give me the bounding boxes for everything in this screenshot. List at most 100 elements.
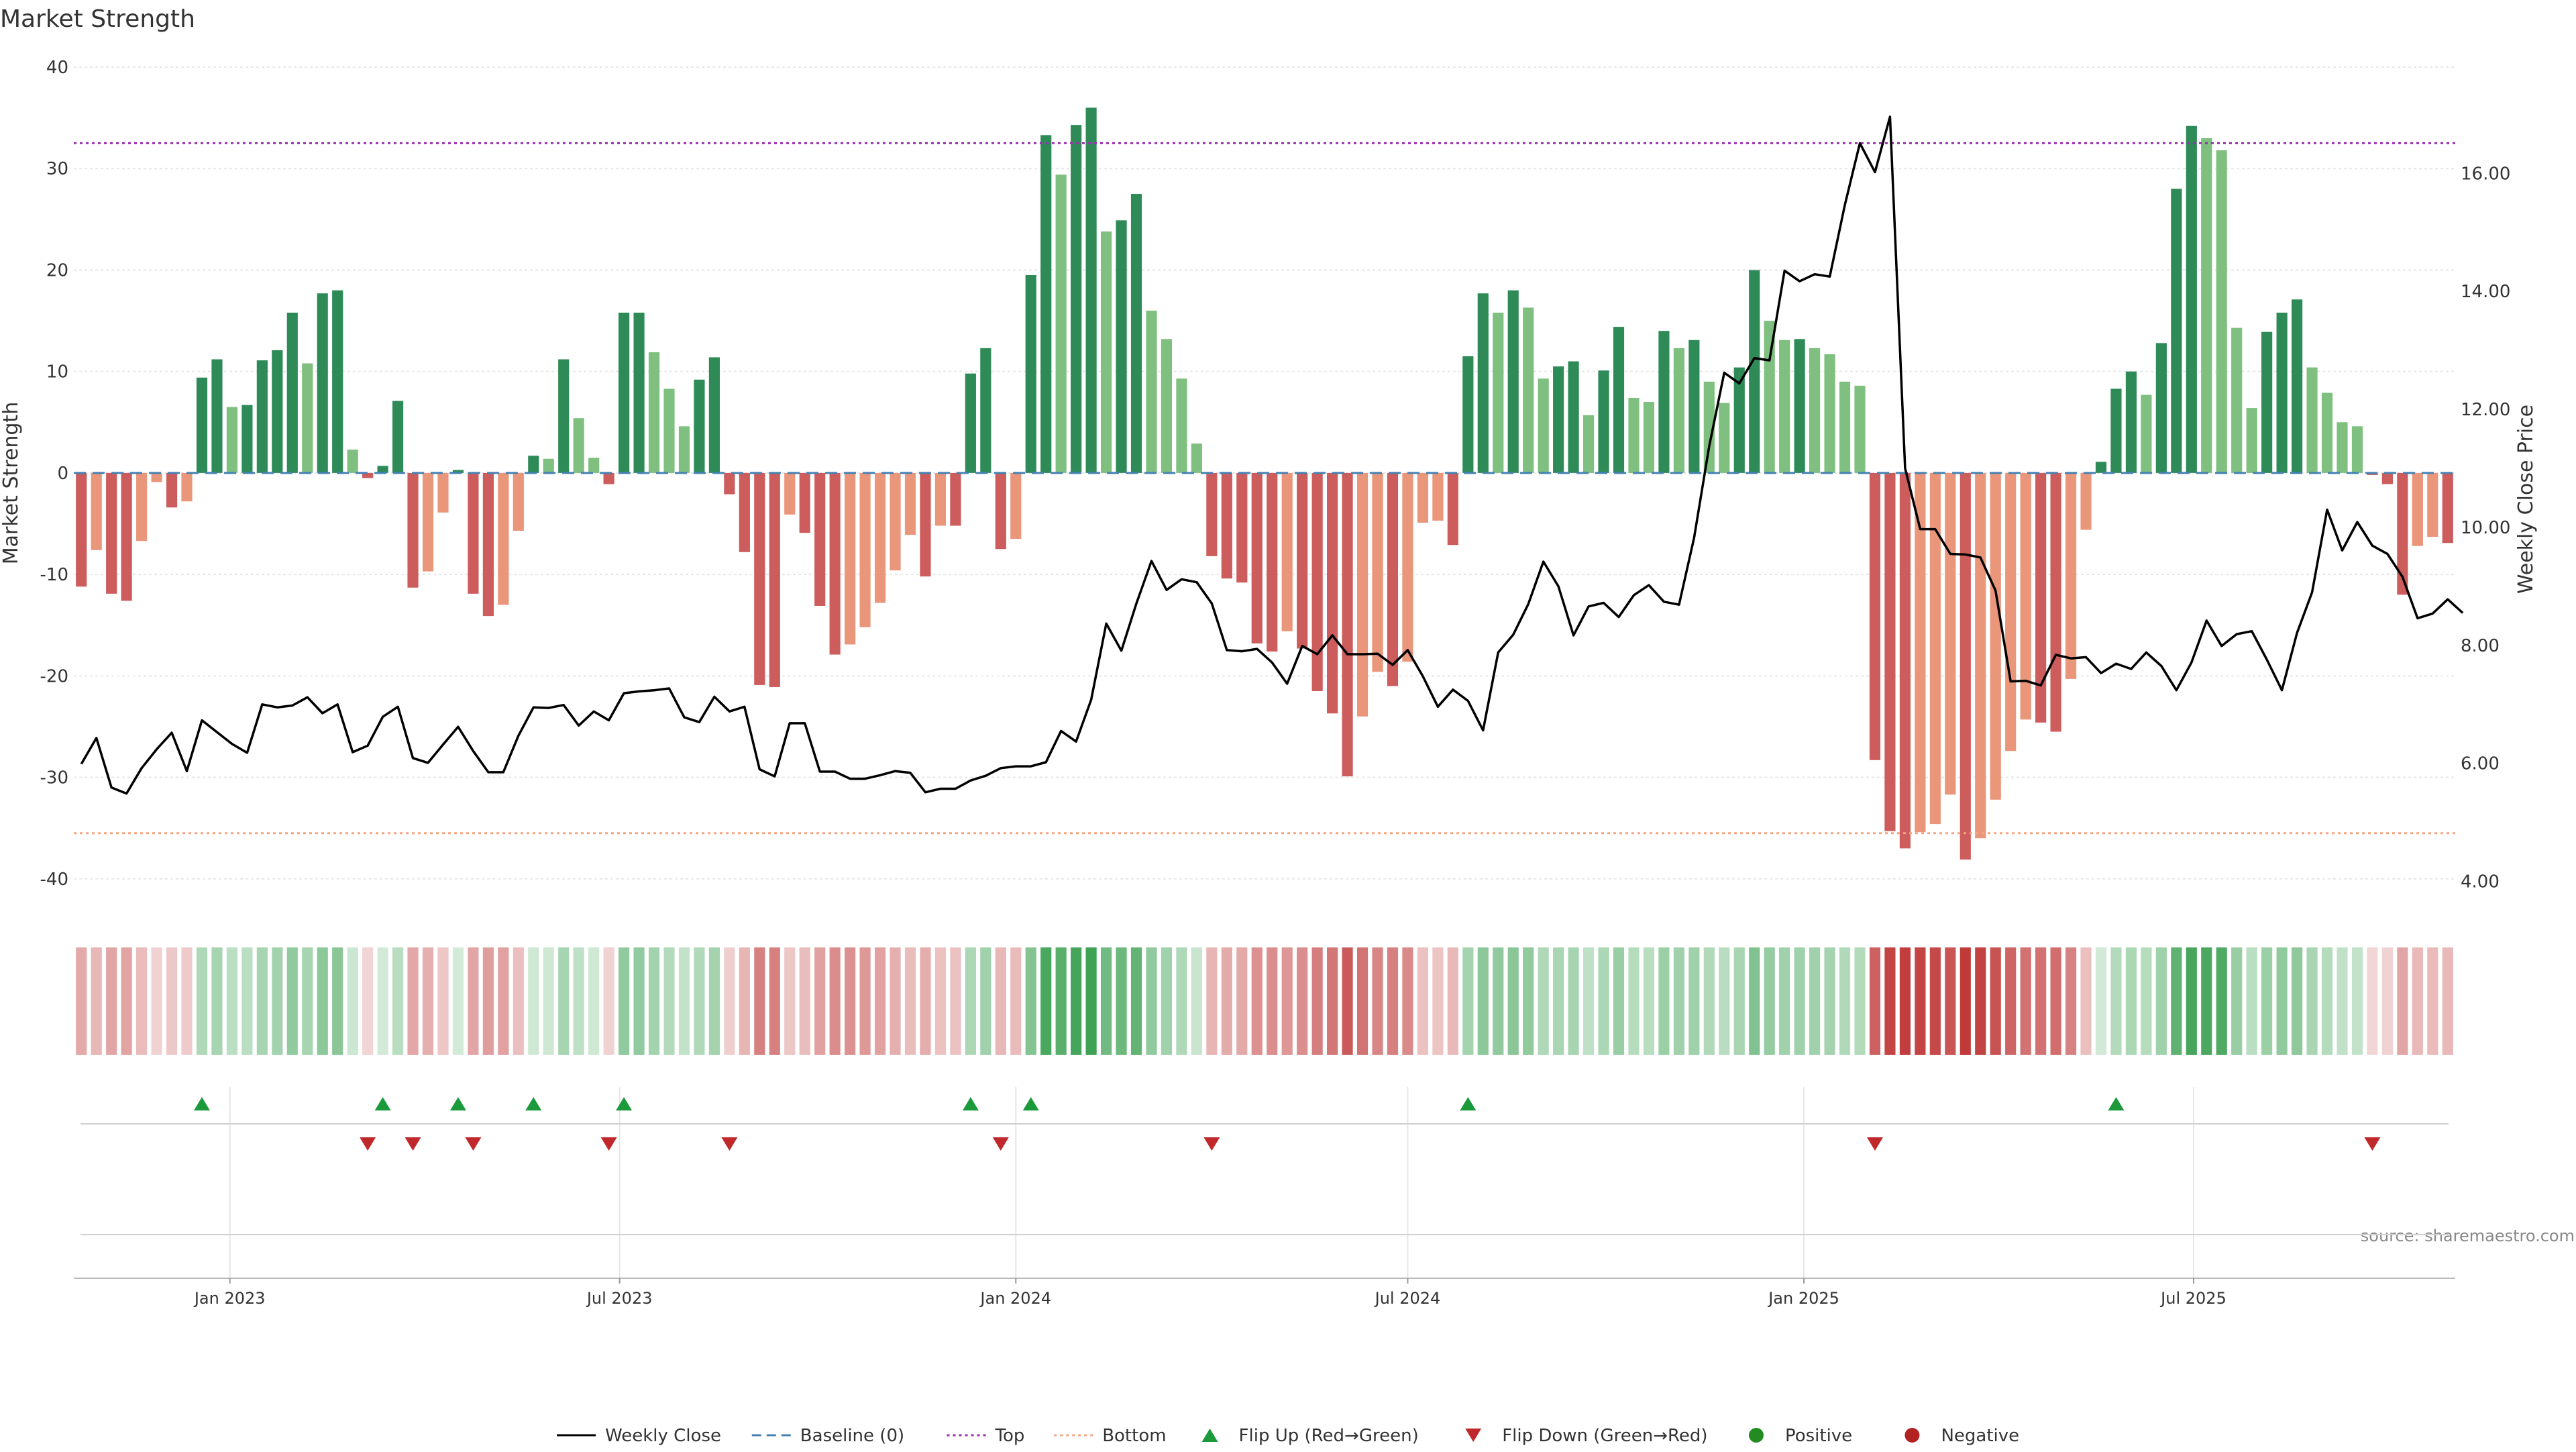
heat-cell [950,947,961,1055]
strength-bar [1297,472,1308,649]
heat-cell [1191,947,1202,1055]
strength-bar [934,472,947,526]
heat-cell [1311,947,1323,1055]
heat-cell [1432,947,1444,1055]
strength-bar [1854,385,1866,473]
heat-cell [1613,947,1625,1055]
heat-cell [1010,947,1022,1055]
strength-bar [754,472,765,685]
heat-cell [739,947,750,1055]
y-right-tick-label: 12.00 [2461,400,2510,420]
flip-up-marker [525,1097,542,1110]
heat-cell [106,947,117,1055]
strength-bar [1281,472,1293,631]
heat-cell [1507,947,1519,1055]
heat-cell [121,947,132,1055]
strength-bar [196,377,208,473]
heat-cell [1719,947,1730,1055]
heat-cell [1417,947,1429,1055]
legend-swatch [1201,1429,1218,1442]
legend-item: Baseline (0) [751,1426,904,1446]
heat-cell [799,947,810,1055]
y-right-tick-label: 14.00 [2461,282,2510,302]
heat-cell [2412,947,2423,1055]
legend-item: Top [947,1426,1025,1446]
heat-cell [2155,947,2167,1055]
heat-strip [76,947,2453,1055]
legend-item: Bottom [1054,1426,1167,1446]
strength-bar [1356,472,1368,717]
chart-title: Market Strength [0,5,195,33]
heat-cell [2261,947,2273,1055]
flip-down-marker [721,1137,738,1151]
legend-label: Top [995,1426,1025,1446]
flip-up-marker [616,1097,633,1110]
strength-bar [1523,307,1534,473]
strength-bar [648,352,660,473]
legend-label: Weekly Close [605,1426,721,1446]
heat-cell [2110,947,2122,1055]
heat-cell [1447,947,1458,1055]
strength-bar [619,312,630,473]
strength-bar [76,472,87,587]
flip-up-marker [1460,1097,1477,1110]
flip-up-marker [2108,1097,2125,1110]
strength-bar [588,458,600,473]
flip-down-marker [2364,1137,2381,1151]
strength-bar [2397,472,2408,595]
strength-bar [558,359,570,473]
heat-cell [2351,947,2363,1055]
strength-bar [965,373,976,473]
strength-bar [1417,472,1429,523]
strength-bar [724,472,735,495]
heat-cell [1327,947,1338,1055]
heat-cell [2050,947,2061,1055]
heat-cell [965,947,976,1055]
y-left-tick-label: -30 [40,768,68,788]
heat-cell [588,947,600,1055]
strength-bar [1146,310,1157,473]
strength-bar [1267,472,1278,652]
heat-cell [1869,947,1881,1055]
heat-cell [2427,947,2438,1055]
strength-bar [1824,354,1835,473]
heat-cell [241,947,253,1055]
strength-bar [1372,472,1383,672]
heat-cell [724,947,735,1055]
strength-bar [2306,367,2318,473]
heat-cell [1568,947,1579,1055]
heat-cell [2186,947,2197,1055]
heat-cell [558,947,570,1055]
heat-cell [498,947,509,1055]
heat-cell [2035,947,2047,1055]
strength-bar [302,363,313,473]
strength-bar [1327,472,1338,714]
heat-cell [422,947,434,1055]
heat-cell [1915,947,1926,1055]
heat-cell [754,947,765,1055]
strength-bar [2351,426,2363,473]
flip-down-marker [1203,1137,1220,1151]
heat-cell [286,947,298,1055]
heat-cell [1523,947,1534,1055]
y-right-tick-label: 8.00 [2461,636,2500,656]
heat-cell [829,947,841,1055]
strength-bar [603,472,614,484]
heat-cell [392,947,404,1055]
strength-bar [2050,472,2061,732]
heat-cell [1071,947,1082,1055]
heat-cell [256,947,268,1055]
y-right-tick-label: 16.00 [2461,164,2510,184]
strength-bar [1809,348,1821,473]
heat-cell [995,947,1006,1055]
legend-label: Negative [1941,1426,2019,1446]
heat-cell [1372,947,1383,1055]
legend-item: Flip Up (Red→Green) [1201,1426,1419,1446]
strength-bar [1688,340,1700,473]
y-right-axis-label: Weekly Close Price [2514,405,2538,594]
heat-cell [1342,947,1353,1055]
heat-cell [1176,947,1187,1055]
heat-cell [91,947,102,1055]
heat-cell [2201,947,2212,1055]
